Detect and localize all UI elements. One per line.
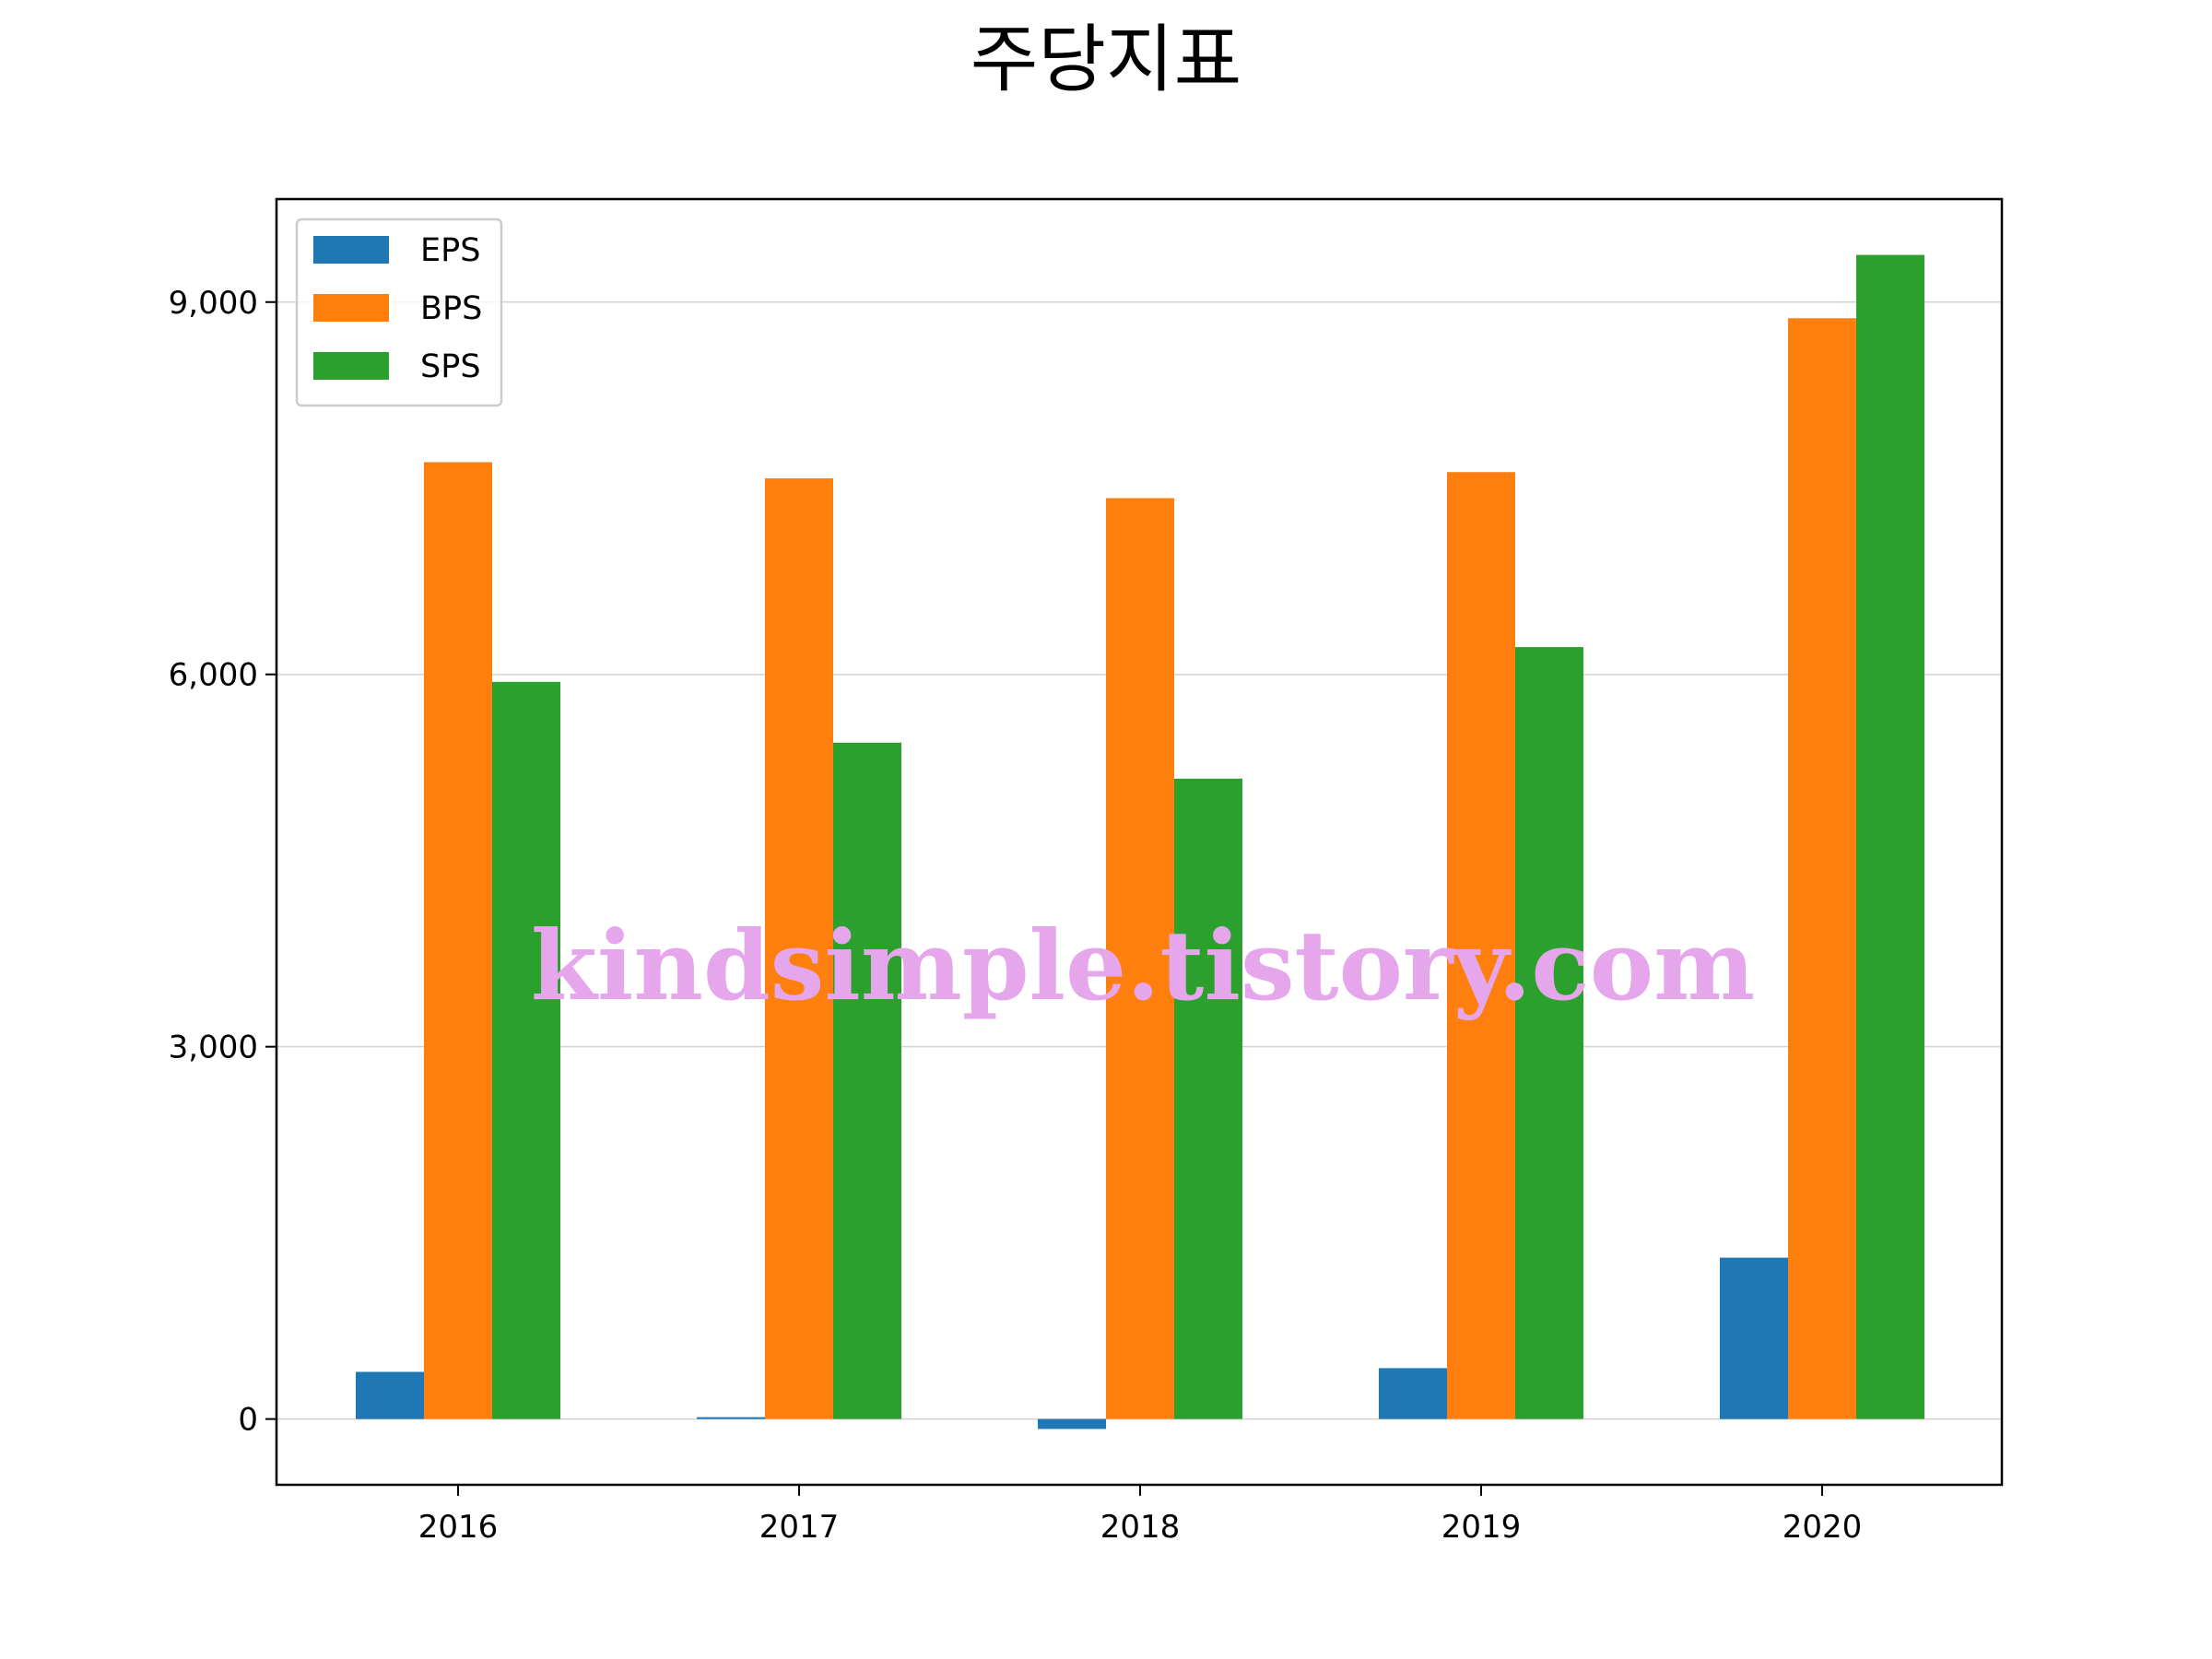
bar-eps-2016 [356, 1371, 424, 1419]
bar-bps-2020 [1788, 318, 1856, 1419]
bar-bps-2017 [765, 477, 833, 1419]
y-tick-label: 9,000 [169, 285, 258, 322]
x-axis: 2016 2017 2018 2019 2020 [418, 1485, 1863, 1546]
legend: EPS BPS SPS [295, 218, 503, 407]
legend-swatch-sps [313, 352, 389, 380]
legend-swatch-eps [313, 236, 389, 264]
legend-label-eps: EPS [420, 232, 480, 269]
legend-swatch-bps [313, 294, 389, 322]
x-tick-label: 2018 [1100, 1509, 1181, 1546]
y-tick-label: 3,000 [169, 1030, 258, 1066]
y-axis: 0 3,000 6,000 9,000 [169, 285, 276, 1439]
bar-eps-2019 [1379, 1368, 1447, 1419]
bars [356, 254, 1924, 1430]
x-tick-label: 2016 [418, 1509, 499, 1546]
x-tick-label: 2020 [1783, 1509, 1863, 1546]
y-tick-label: 6,000 [169, 657, 258, 694]
bar-eps-2018 [1038, 1418, 1106, 1430]
bar-sps-2016 [492, 681, 560, 1419]
bar-eps-2017 [697, 1417, 765, 1419]
chart-title: 주당지표 [971, 17, 1241, 102]
bar-sps-2019 [1515, 647, 1583, 1419]
bar-eps-2020 [1720, 1257, 1788, 1419]
legend-label-sps: SPS [420, 348, 481, 385]
bar-sps-2020 [1856, 254, 1924, 1419]
y-tick-label: 0 [238, 1402, 258, 1439]
x-tick-label: 2017 [759, 1509, 840, 1546]
bar-sps-2018 [1174, 778, 1242, 1419]
bar-bps-2016 [424, 462, 492, 1419]
bar-bps-2019 [1447, 472, 1515, 1419]
bar-bps-2018 [1106, 498, 1174, 1419]
watermark: kindsimple.tistory.com [531, 909, 1755, 1022]
x-tick-label: 2019 [1441, 1509, 1522, 1546]
bar-sps-2017 [833, 742, 901, 1419]
legend-label-bps: BPS [420, 290, 482, 327]
